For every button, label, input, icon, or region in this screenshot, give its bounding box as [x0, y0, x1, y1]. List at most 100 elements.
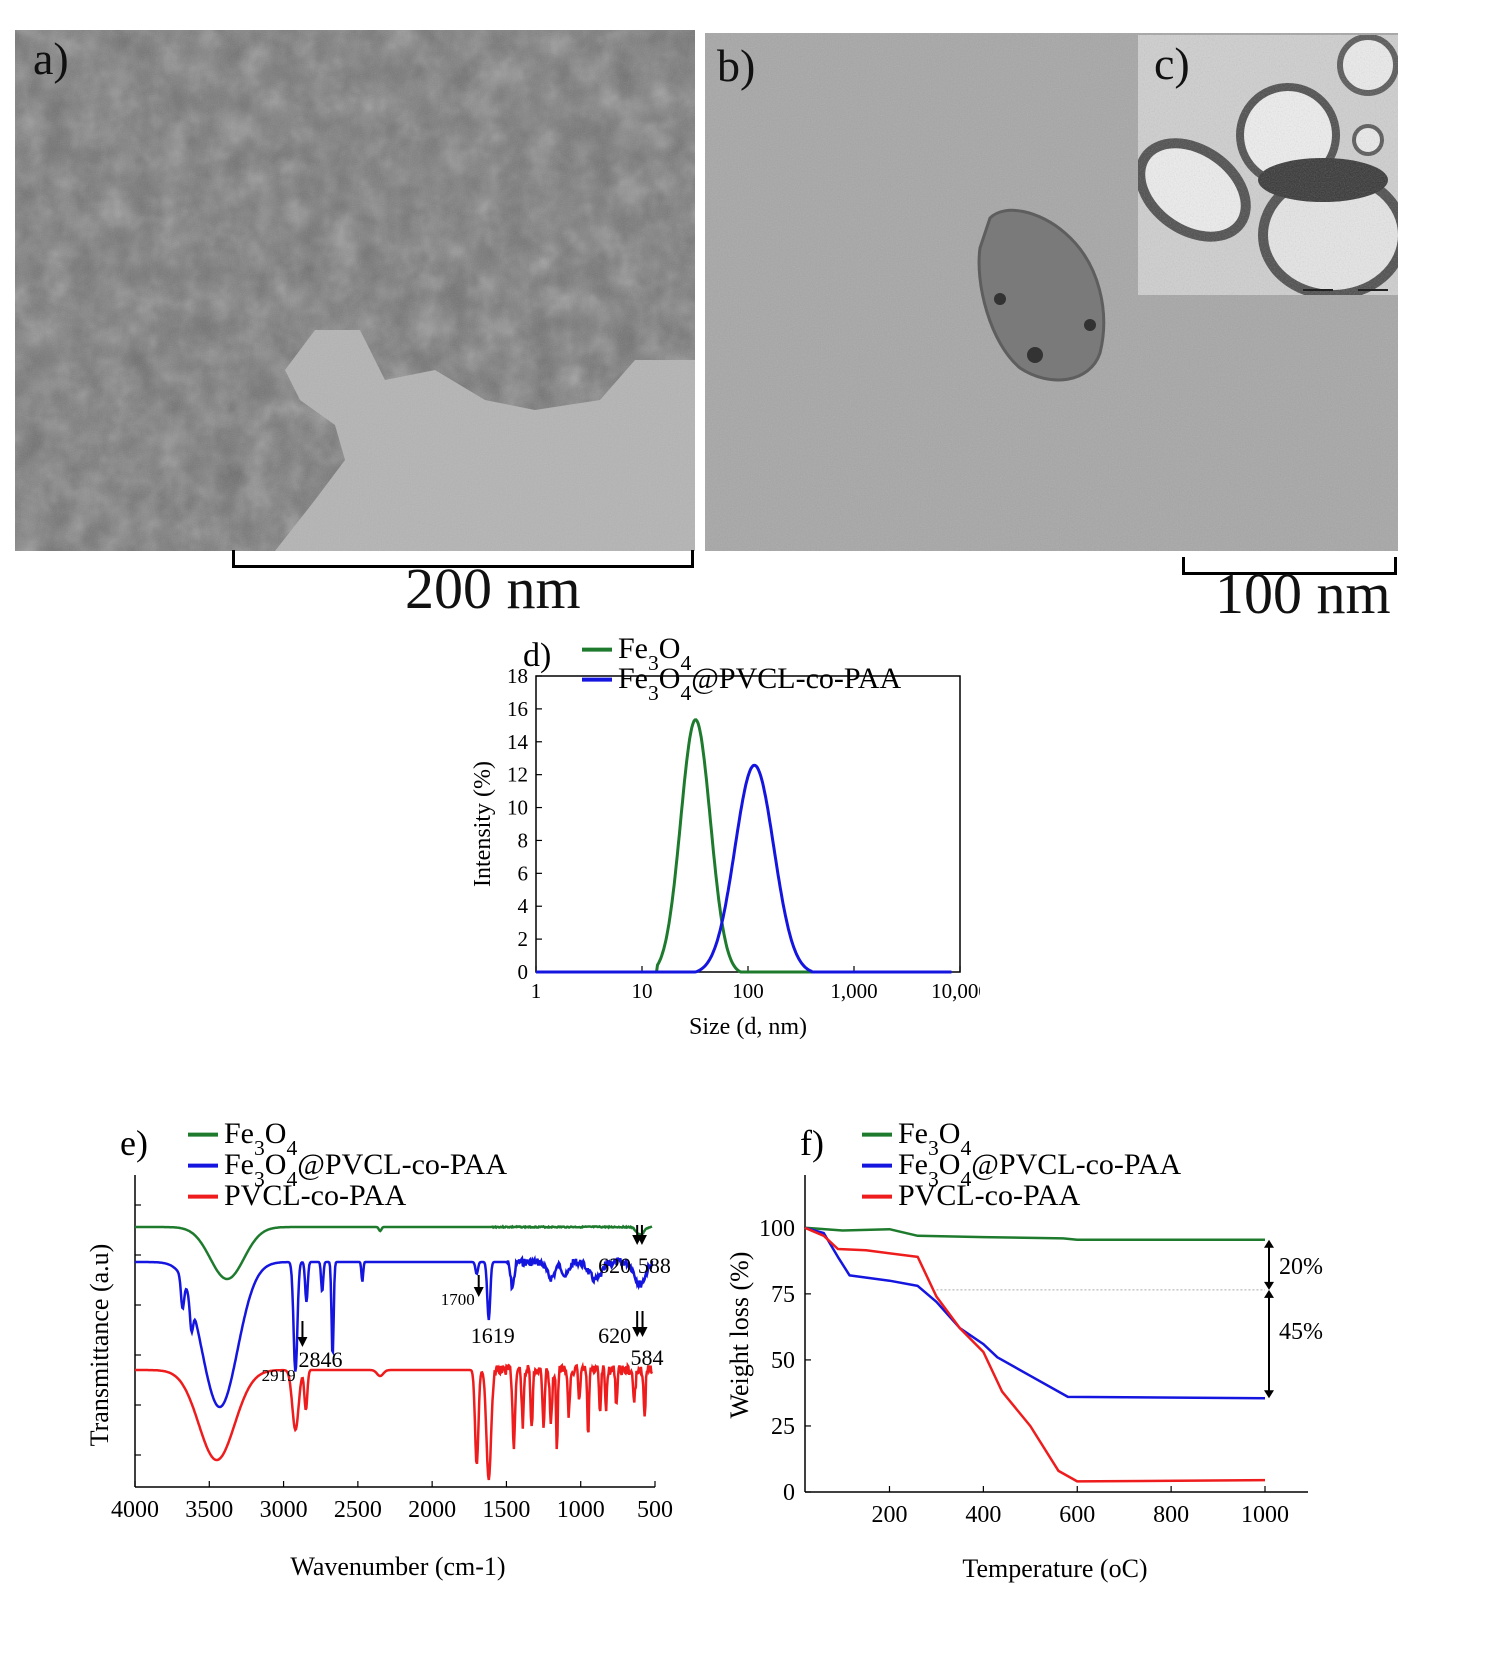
x-tick-label: 1500	[482, 1497, 530, 1523]
panel-label-b: b)	[717, 40, 756, 91]
chart-d-plot-frame	[535, 675, 961, 973]
legend-label: PVCL-co-PAA	[224, 1179, 407, 1212]
annotation-arrowhead	[636, 1235, 647, 1245]
chart-f-annotations: 20% 45%	[936, 1239, 1323, 1399]
annotation-arrowhead	[1264, 1289, 1274, 1298]
chart-e-ylabel: Transmittance (a.u)	[85, 1244, 114, 1447]
tem-image-a-texture	[15, 30, 695, 551]
x-tick-label: 10	[632, 979, 653, 1003]
series-line	[536, 763, 952, 974]
x-tick-label: 600	[1059, 1502, 1095, 1528]
nanoparticle	[977, 208, 1106, 382]
y-tick-label: 2	[518, 927, 529, 951]
chart-d-x-axis: 1 10 100 1,000 10,000	[531, 966, 980, 1003]
chart-e-plot-frame	[134, 1175, 655, 1488]
legend-label: Fe3O4	[224, 1117, 297, 1160]
scale-label-a: 200 nm	[405, 556, 581, 621]
annotation-label: 620	[598, 1253, 631, 1278]
y-tick-label: 4	[518, 894, 529, 918]
y-tick-label: 14	[507, 730, 529, 754]
y-tick-label: 0	[518, 960, 529, 984]
series-line	[804, 1226, 1266, 1483]
chart-d-series	[536, 718, 952, 974]
annotation-arrowhead	[1264, 1390, 1274, 1399]
series-line-polymer	[135, 1361, 654, 1481]
legend-label: Fe3O4@PVCL-co-PAA	[898, 1148, 1181, 1191]
annotation-label: 588	[638, 1253, 671, 1278]
chart-e-series	[135, 1224, 654, 1481]
scale-bar-b	[1182, 557, 1397, 575]
x-tick-label: 1000	[557, 1497, 605, 1523]
tem-inset-c: c)	[1138, 35, 1398, 295]
annotation-label: 45%	[1279, 1319, 1323, 1345]
y-tick-label: 100	[759, 1216, 795, 1242]
x-tick-label: 500	[637, 1497, 673, 1523]
y-tick-label: 25	[771, 1414, 795, 1440]
y-tick-label: 12	[507, 763, 528, 787]
series-line	[804, 1226, 1265, 1241]
annotation-label: 2846	[298, 1347, 342, 1372]
chart-f-y-axis: 0 25 50 75 100	[759, 1216, 811, 1506]
y-tick-label: 50	[771, 1348, 795, 1374]
panel-label-c: c)	[1154, 38, 1190, 89]
legend-label: Fe3O4@PVCL-co-PAA	[618, 662, 901, 705]
x-tick-label: 10,000	[931, 979, 980, 1003]
annotation-label: 620	[598, 1323, 631, 1348]
chart-d-panel-label: d)	[523, 637, 551, 674]
x-tick-label: 200	[871, 1502, 907, 1528]
tem-image-a: a)	[15, 30, 695, 551]
y-tick-label: 75	[771, 1282, 795, 1308]
chart-e-x-axis: 4000 3500 3000 2500 2000 1500 1000 500	[111, 1481, 673, 1523]
y-tick-label: 6	[518, 861, 529, 885]
legend-label: PVCL-co-PAA	[898, 1179, 1081, 1212]
scale-label-b: 100 nm	[1215, 561, 1391, 626]
annotation-label: 2919	[262, 1366, 296, 1385]
x-tick-label: 1000	[1241, 1502, 1289, 1528]
y-tick-label: 16	[507, 697, 528, 721]
x-tick-label: 2500	[334, 1497, 382, 1523]
legend-label: Fe3O4	[618, 632, 691, 675]
chart-e-y-axis	[135, 1204, 141, 1456]
chart-f-plot-frame	[804, 1175, 1308, 1493]
chart-f-x-axis: 200 400 600 800 1000	[871, 1486, 1289, 1528]
x-tick-label: 400	[965, 1502, 1001, 1528]
chart-d-ylabel: Intensity (%)	[470, 761, 496, 887]
annotation-arrowhead	[473, 1287, 484, 1297]
chart-f-panel-label: f)	[800, 1123, 824, 1163]
x-tick-label: 2000	[408, 1497, 456, 1523]
x-tick-label: 3000	[260, 1497, 308, 1523]
chart-f-xlabel: Temperature (oC)	[962, 1554, 1147, 1583]
y-tick-label: 0	[783, 1480, 795, 1506]
annotation-label: 20%	[1279, 1254, 1323, 1280]
annotation-label: 1700	[441, 1290, 475, 1309]
annotation-arrowhead	[1264, 1239, 1274, 1248]
annotation-label: 584	[631, 1345, 664, 1370]
legend-label: Fe3O4	[898, 1117, 971, 1160]
scale-bar-a	[232, 550, 694, 568]
series-line-fe3o4	[135, 1224, 653, 1281]
series-line-composite	[135, 1254, 654, 1409]
annotation-arrowhead	[1264, 1281, 1274, 1290]
annotation-arrowhead	[297, 1337, 308, 1347]
x-tick-label: 800	[1153, 1502, 1189, 1528]
legend-label: Fe3O4@PVCL-co-PAA	[224, 1148, 507, 1191]
panel-label-a: a)	[33, 33, 69, 84]
x-tick-label: 4000	[111, 1497, 159, 1523]
x-tick-label: 3500	[185, 1497, 233, 1523]
x-tick-label: 1,000	[830, 979, 877, 1003]
chart-e-panel-label: e)	[120, 1123, 148, 1163]
x-tick-label: 1	[531, 979, 542, 1003]
series-line	[536, 718, 952, 974]
y-tick-label: 18	[507, 664, 528, 688]
tem-inset-c-texture	[1138, 35, 1398, 295]
x-tick-label: 100	[732, 979, 764, 1003]
series-line	[804, 1226, 1266, 1400]
chart-e-xlabel: Wavenumber (cm-1)	[290, 1552, 505, 1581]
chart-d-xlabel: Size (d, nm)	[689, 1014, 807, 1040]
